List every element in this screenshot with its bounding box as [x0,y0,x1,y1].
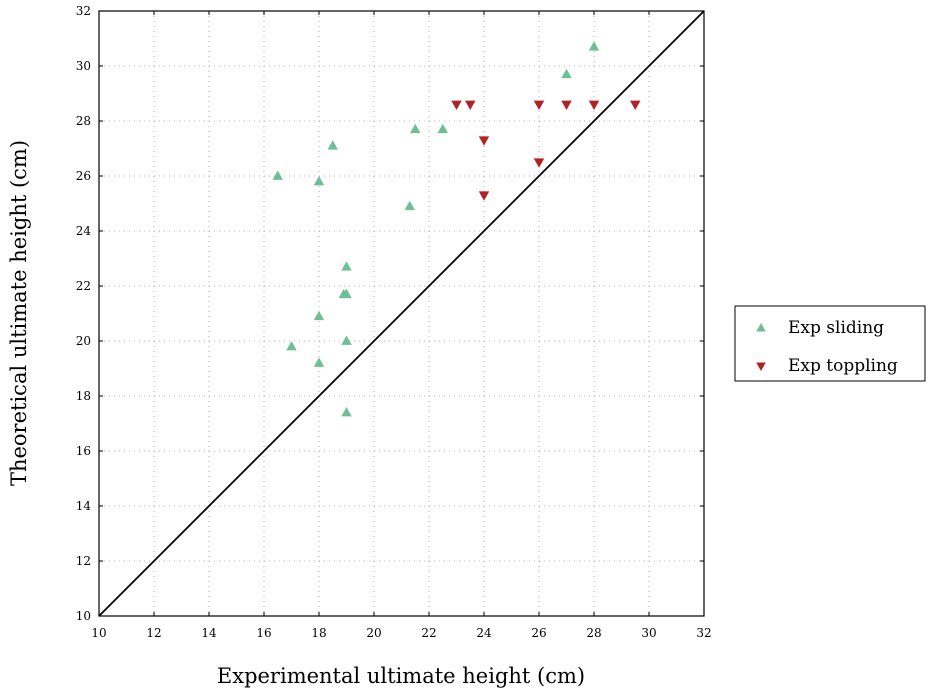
y-tick-label: 12 [76,554,91,568]
toppling-point [478,136,490,146]
y-tick-label: 32 [76,4,91,18]
axis-ticks [98,10,705,617]
sliding-point [313,310,325,321]
y-tick-label: 28 [76,114,91,128]
legend-box [734,305,926,382]
sliding-point [313,357,325,367]
toppling-point [465,100,476,110]
sliding-point [437,123,448,134]
legend-label-sliding: Exp sliding [788,318,884,338]
x-tick-label: 26 [531,626,546,640]
y-tick-label: 16 [76,444,91,458]
sliding-point [341,335,352,345]
y-axis-title: Theoretical ultimate height (cm) [7,140,31,486]
x-tick-label: 14 [201,626,217,640]
x-tick-label: 28 [586,626,601,640]
grid [99,11,704,616]
y-tick-label: 10 [76,609,91,623]
y-tick-label: 22 [76,279,91,293]
sliding-point [327,140,338,150]
toppling-point [478,191,490,201]
toppling-point [533,158,545,168]
sliding-point [561,68,572,79]
sliding-point [404,200,415,211]
legend-marker-toppling [756,362,766,371]
x-tick-label: 12 [146,626,161,640]
x-tick-label: 30 [641,626,656,640]
y-tick-label: 18 [76,389,91,403]
legend: Exp sliding Exp toppling [734,305,926,382]
sliding-point [341,288,352,299]
y-tick-label: 26 [76,169,91,183]
sliding-point [341,261,352,271]
x-tick-label: 16 [256,626,271,640]
x-tick-label: 32 [696,626,711,640]
sliding-point [272,170,283,180]
toppling-point [588,100,600,110]
toppling-point [451,100,462,110]
sliding-point [313,176,325,186]
toppling-point [630,100,641,110]
x-axis-title: Experimental ultimate height (cm) [217,664,585,688]
x-tick-label: 18 [311,626,326,640]
x-tick-label: 24 [476,626,492,640]
sliding-point [588,41,600,51]
legend-label-toppling: Exp toppling [788,356,898,376]
y-tick-label: 20 [76,334,91,348]
y-tick-label: 30 [76,59,91,73]
y-tick-label: 24 [76,224,92,238]
x-tick-label: 22 [421,626,436,640]
sliding-point [286,341,297,351]
sliding-point [341,407,352,417]
toppling-point [561,100,572,110]
legend-marker-sliding [756,323,766,332]
reference-line [98,10,705,617]
x-tick-labels: 10 12 14 16 18 20 22 24 26 28 30 32 [91,626,711,640]
plot-frame [98,10,705,617]
sliding-point [410,123,421,134]
data-points [272,41,641,417]
x-tick-label: 20 [366,626,381,640]
reference-line-group [98,10,705,617]
x-tick-label: 10 [91,626,106,640]
toppling-point [533,100,545,110]
y-tick-labels: 10 12 14 16 18 20 22 24 26 28 30 32 [76,4,92,623]
y-tick-label: 14 [76,499,92,513]
